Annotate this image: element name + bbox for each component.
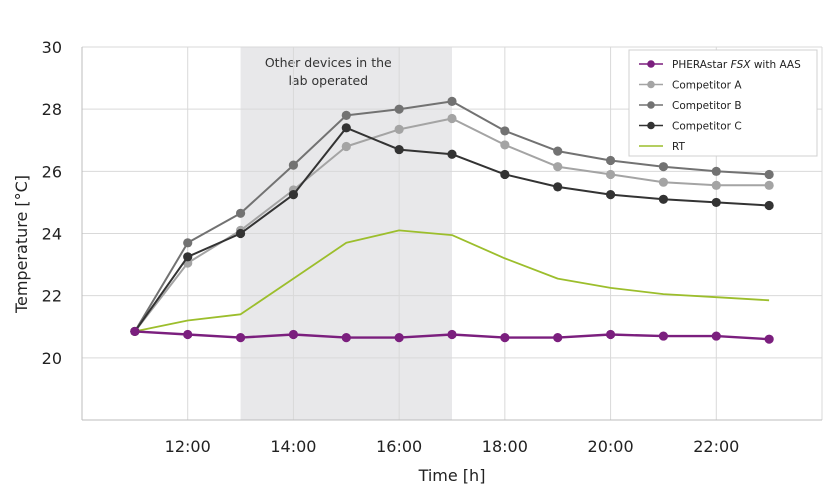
x-tick-label: 16:00 <box>376 437 422 456</box>
shaded-region-label: Other devices in the <box>265 55 392 70</box>
legend-label: Competitor B <box>672 100 742 112</box>
data-point <box>605 169 616 180</box>
legend-box <box>628 49 818 157</box>
data-point <box>394 333 404 343</box>
data-point <box>711 331 721 341</box>
x-tick-label: 18:00 <box>482 437 528 456</box>
data-point <box>553 182 563 192</box>
data-point <box>183 252 193 262</box>
data-point <box>764 334 774 344</box>
series-competitor-b <box>130 96 774 337</box>
data-point <box>658 194 669 204</box>
data-point <box>341 141 351 152</box>
data-point <box>447 329 457 340</box>
data-point <box>500 169 510 180</box>
data-point <box>658 177 669 187</box>
legend: PHERAstar FSX with AAS Competitor A Compet… <box>628 49 818 157</box>
data-point <box>605 329 616 340</box>
data-point <box>658 162 669 172</box>
data-point <box>341 123 351 133</box>
y-tick-label: 28 <box>42 100 62 119</box>
legend-entry: Competitor B <box>639 100 742 112</box>
data-point <box>447 149 457 159</box>
y-tick-label: 22 <box>42 287 62 306</box>
data-point <box>394 144 404 155</box>
data-point <box>288 160 299 170</box>
legend-label: Competitor A <box>672 80 742 92</box>
x-tick-label: 12:00 <box>165 437 211 456</box>
data-point <box>341 110 351 120</box>
y-tick-label: 24 <box>42 225 62 244</box>
series <box>130 96 774 344</box>
data-point <box>235 228 246 239</box>
data-point <box>130 326 140 337</box>
data-point <box>553 162 563 172</box>
axes: 20 22 24 26 28 30 12:00 14:00 16:00 18:00 20:00 22:… <box>42 38 822 456</box>
legend-entry: RT <box>639 141 686 153</box>
data-point <box>288 190 299 200</box>
y-axis-label: Temperature [°C] <box>12 175 31 314</box>
legend-swatch-marker <box>647 101 655 109</box>
legend-entry: Competitor A <box>639 80 742 92</box>
data-point <box>605 190 616 200</box>
legend-entry: Competitor C <box>639 121 742 133</box>
x-tick-label: 20:00 <box>588 437 634 456</box>
shaded-region-label: lab operated <box>288 73 368 88</box>
legend-label: RT <box>672 141 686 153</box>
data-point <box>764 169 774 180</box>
data-point <box>711 180 721 190</box>
data-point <box>235 208 246 218</box>
data-point <box>711 197 721 208</box>
legend-entry: PHERAstar FSX with AAS <box>639 59 801 71</box>
legend-swatch-marker <box>647 80 655 89</box>
data-point <box>764 200 774 211</box>
data-point <box>235 333 246 343</box>
legend-label-part: PHERAstar <box>672 59 731 71</box>
data-point <box>711 166 721 176</box>
legend-swatch-marker <box>647 60 655 68</box>
legend-label: PHERAstar FSX with AAS <box>672 59 801 71</box>
data-point <box>288 329 299 340</box>
series-rt <box>134 229 770 333</box>
data-point <box>553 333 563 343</box>
series-competitor-c <box>130 123 774 337</box>
data-point <box>605 155 616 166</box>
legend-label-part: with AAS <box>751 59 802 71</box>
legend-swatch-marker <box>647 121 655 130</box>
data-point <box>183 329 193 340</box>
x-tick-label: 22:00 <box>693 437 739 456</box>
data-point <box>764 180 774 190</box>
series-line <box>134 229 770 333</box>
series-pherastar-fsx-with-aas <box>130 326 774 344</box>
data-point <box>500 333 510 343</box>
y-tick-label: 30 <box>42 38 62 57</box>
data-point <box>341 333 351 343</box>
x-tick-label: 14:00 <box>270 437 316 456</box>
data-point <box>500 140 510 150</box>
data-point <box>500 126 510 136</box>
data-point <box>394 124 404 134</box>
data-point <box>183 238 193 248</box>
legend-label: Competitor C <box>672 121 742 133</box>
data-point <box>658 331 669 341</box>
data-point <box>394 104 404 114</box>
y-tick-label: 20 <box>42 349 62 368</box>
legend-label-part: FSX <box>731 59 752 71</box>
x-axis-label: Time [h] <box>418 466 486 485</box>
y-tick-label: 26 <box>42 162 62 181</box>
data-point <box>447 96 457 106</box>
data-point <box>447 113 457 124</box>
data-point <box>553 146 563 156</box>
